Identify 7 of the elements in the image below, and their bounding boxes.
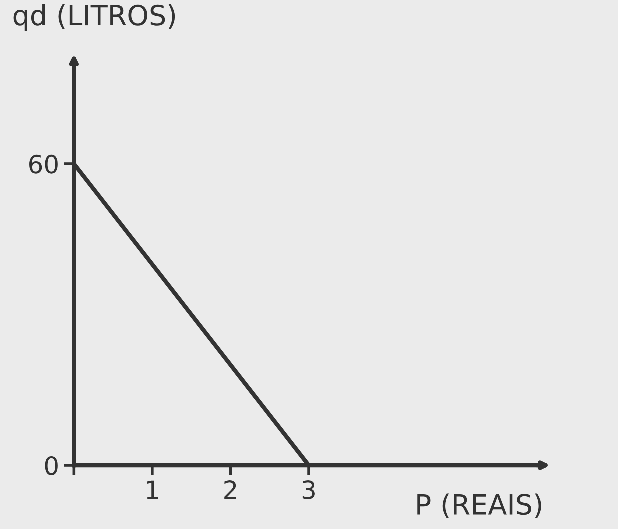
x-tick-label: 1 xyxy=(147,480,158,500)
y-axis-title: qd (LITROS) xyxy=(14,4,176,32)
y-tick-label: 0 xyxy=(45,456,58,476)
y-tick-label: 60 xyxy=(30,154,58,174)
x-tick-label: 3 xyxy=(302,480,315,500)
x-axis-title: P (REAIS) xyxy=(418,494,542,518)
x-tick-label: 2 xyxy=(224,480,236,500)
